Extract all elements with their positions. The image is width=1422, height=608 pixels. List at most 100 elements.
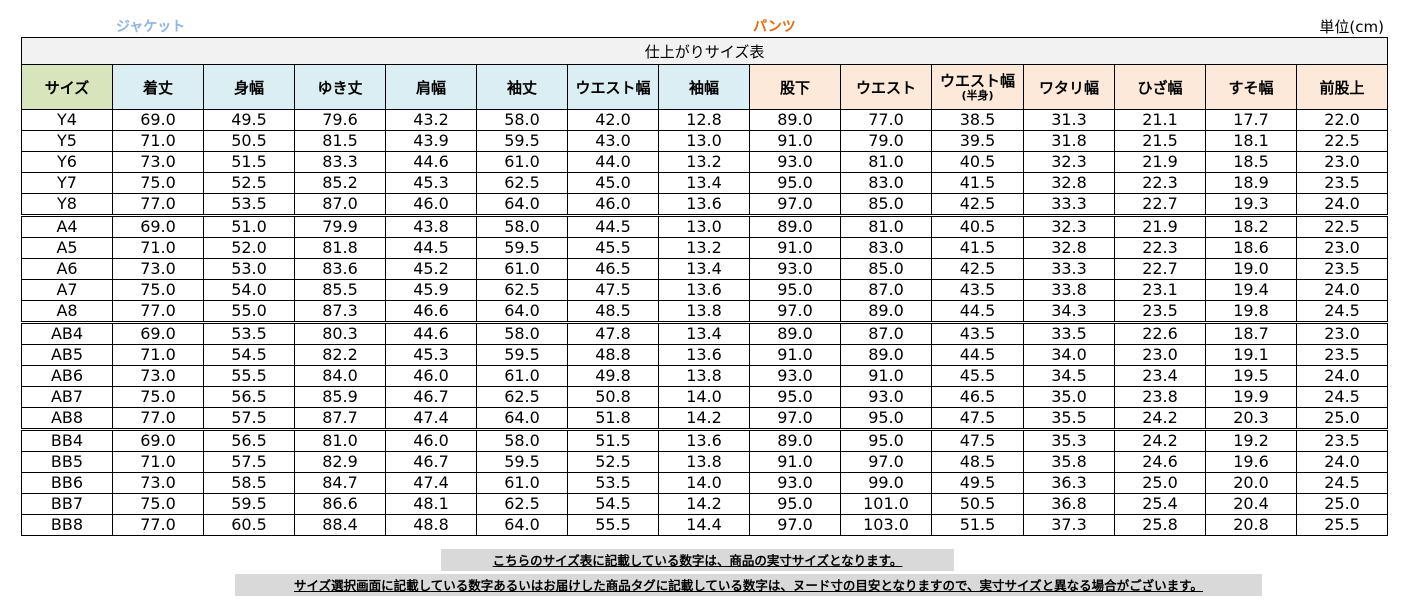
size-cell: AB4 xyxy=(21,321,113,345)
table-row: AB6 73.0 55.5 84.0 46.0 61.0 49.8 13.8 93.0 91.0 4… xyxy=(21,365,1389,387)
value-cell: 23.0 xyxy=(1295,151,1389,173)
value-cell: 47.4 xyxy=(385,407,477,430)
value-cell: 45.3 xyxy=(385,344,477,366)
value-cell: 57.5 xyxy=(203,407,295,430)
value-cell: 75.0 xyxy=(112,386,204,408)
value-cell: 18.2 xyxy=(1205,214,1297,238)
value-cell: 44.5 xyxy=(931,300,1024,323)
value-cell: 95.0 xyxy=(749,172,841,194)
value-cell: 58.0 xyxy=(476,321,568,345)
value-cell: 46.5 xyxy=(931,386,1024,408)
header-jacket-length: 着丈 xyxy=(112,64,204,110)
value-cell: 14.0 xyxy=(658,386,750,408)
value-cell: 14.0 xyxy=(658,472,750,494)
value-cell: 61.0 xyxy=(476,472,568,494)
value-cell: 103.0 xyxy=(840,514,932,536)
value-cell: 47.5 xyxy=(931,407,1024,430)
value-cell: 45.5 xyxy=(931,365,1024,387)
value-cell: 64.0 xyxy=(476,300,568,323)
value-cell: 79.0 xyxy=(840,130,932,152)
value-cell: 93.0 xyxy=(749,365,841,387)
value-cell: 69.0 xyxy=(112,109,204,131)
value-cell: 87.0 xyxy=(294,193,386,216)
value-cell: 87.0 xyxy=(840,279,932,301)
value-cell: 13.4 xyxy=(658,258,750,280)
value-cell: 55.5 xyxy=(203,365,295,387)
value-cell: 35.5 xyxy=(1023,407,1115,430)
value-cell: 23.1 xyxy=(1114,279,1206,301)
value-cell: 71.0 xyxy=(112,451,204,473)
value-cell: 19.9 xyxy=(1205,386,1297,408)
value-cell: 54.0 xyxy=(203,279,295,301)
table-title: 仕上がりサイズ表 xyxy=(20,37,1389,65)
value-cell: 95.0 xyxy=(749,493,841,515)
value-cell: 48.5 xyxy=(931,451,1024,473)
value-cell: 52.5 xyxy=(203,172,295,194)
value-cell: 61.0 xyxy=(476,258,568,280)
value-cell: 46.5 xyxy=(567,258,659,280)
value-cell: 93.0 xyxy=(749,258,841,280)
value-cell: 46.7 xyxy=(385,386,477,408)
value-cell: 23.5 xyxy=(1295,258,1389,280)
value-cell: 23.0 xyxy=(1114,344,1206,366)
value-cell: 21.1 xyxy=(1114,109,1206,131)
size-cell: AB6 xyxy=(21,365,113,387)
value-cell: 22.7 xyxy=(1114,258,1206,280)
value-cell: 19.2 xyxy=(1205,428,1297,452)
value-cell: 22.5 xyxy=(1295,214,1389,238)
jacket-section-label: ジャケット xyxy=(116,19,186,35)
value-cell: 25.8 xyxy=(1114,514,1206,536)
value-cell: 55.0 xyxy=(203,300,295,323)
value-cell: 14.2 xyxy=(658,407,750,430)
value-cell: 51.0 xyxy=(203,214,295,238)
value-cell: 51.5 xyxy=(931,514,1024,536)
value-cell: 34.3 xyxy=(1023,300,1115,323)
value-cell: 91.0 xyxy=(749,344,841,366)
value-cell: 33.8 xyxy=(1023,279,1115,301)
value-cell: 80.3 xyxy=(294,321,386,345)
value-cell: 24.2 xyxy=(1114,428,1206,452)
value-cell: 83.3 xyxy=(294,151,386,173)
value-cell: 25.5 xyxy=(1295,514,1389,536)
value-cell: 44.5 xyxy=(567,214,659,238)
value-cell: 64.0 xyxy=(476,407,568,430)
value-cell: 58.0 xyxy=(476,214,568,238)
value-cell: 91.0 xyxy=(840,365,932,387)
value-cell: 40.5 xyxy=(931,151,1024,173)
value-cell: 97.0 xyxy=(749,407,841,430)
value-cell: 58.0 xyxy=(476,109,568,131)
value-cell: 19.0 xyxy=(1205,258,1297,280)
value-cell: 22.5 xyxy=(1295,130,1389,152)
value-cell: 56.5 xyxy=(203,428,295,452)
value-cell: 23.5 xyxy=(1114,300,1206,323)
value-cell: 13.2 xyxy=(658,237,750,259)
value-cell: 23.5 xyxy=(1295,172,1389,194)
value-cell: 43.5 xyxy=(931,321,1024,345)
value-cell: 85.5 xyxy=(294,279,386,301)
value-cell: 22.3 xyxy=(1114,172,1206,194)
value-cell: 87.0 xyxy=(840,321,932,345)
header-waist-half-sub: (半身) xyxy=(961,88,994,102)
table-row: A5 71.0 52.0 81.8 44.5 59.5 45.5 13.2 91.0 83.0 41… xyxy=(21,237,1389,259)
value-cell: 45.9 xyxy=(385,279,477,301)
value-cell: 83.6 xyxy=(294,258,386,280)
value-cell: 46.7 xyxy=(385,451,477,473)
value-cell: 49.8 xyxy=(567,365,659,387)
table-row: Y8 77.0 53.5 87.0 46.0 64.0 46.0 13.6 97.0 85.0 42… xyxy=(21,193,1389,216)
value-cell: 97.0 xyxy=(840,451,932,473)
value-cell: 43.0 xyxy=(567,130,659,152)
value-cell: 45.3 xyxy=(385,172,477,194)
value-cell: 35.0 xyxy=(1023,386,1115,408)
size-cell: AB7 xyxy=(21,386,113,408)
size-cell: A6 xyxy=(21,258,113,280)
value-cell: 95.0 xyxy=(749,279,841,301)
value-cell: 95.0 xyxy=(840,407,932,430)
value-cell: 89.0 xyxy=(749,109,841,131)
value-cell: 13.4 xyxy=(658,321,750,345)
value-cell: 89.0 xyxy=(840,344,932,366)
value-cell: 50.5 xyxy=(203,130,295,152)
value-cell: 97.0 xyxy=(749,193,841,216)
table-row: AB7 75.0 56.5 85.9 46.7 62.5 50.8 14.0 95.0 93.0 4… xyxy=(21,386,1389,408)
value-cell: 52.0 xyxy=(203,237,295,259)
value-cell: 85.0 xyxy=(840,193,932,216)
